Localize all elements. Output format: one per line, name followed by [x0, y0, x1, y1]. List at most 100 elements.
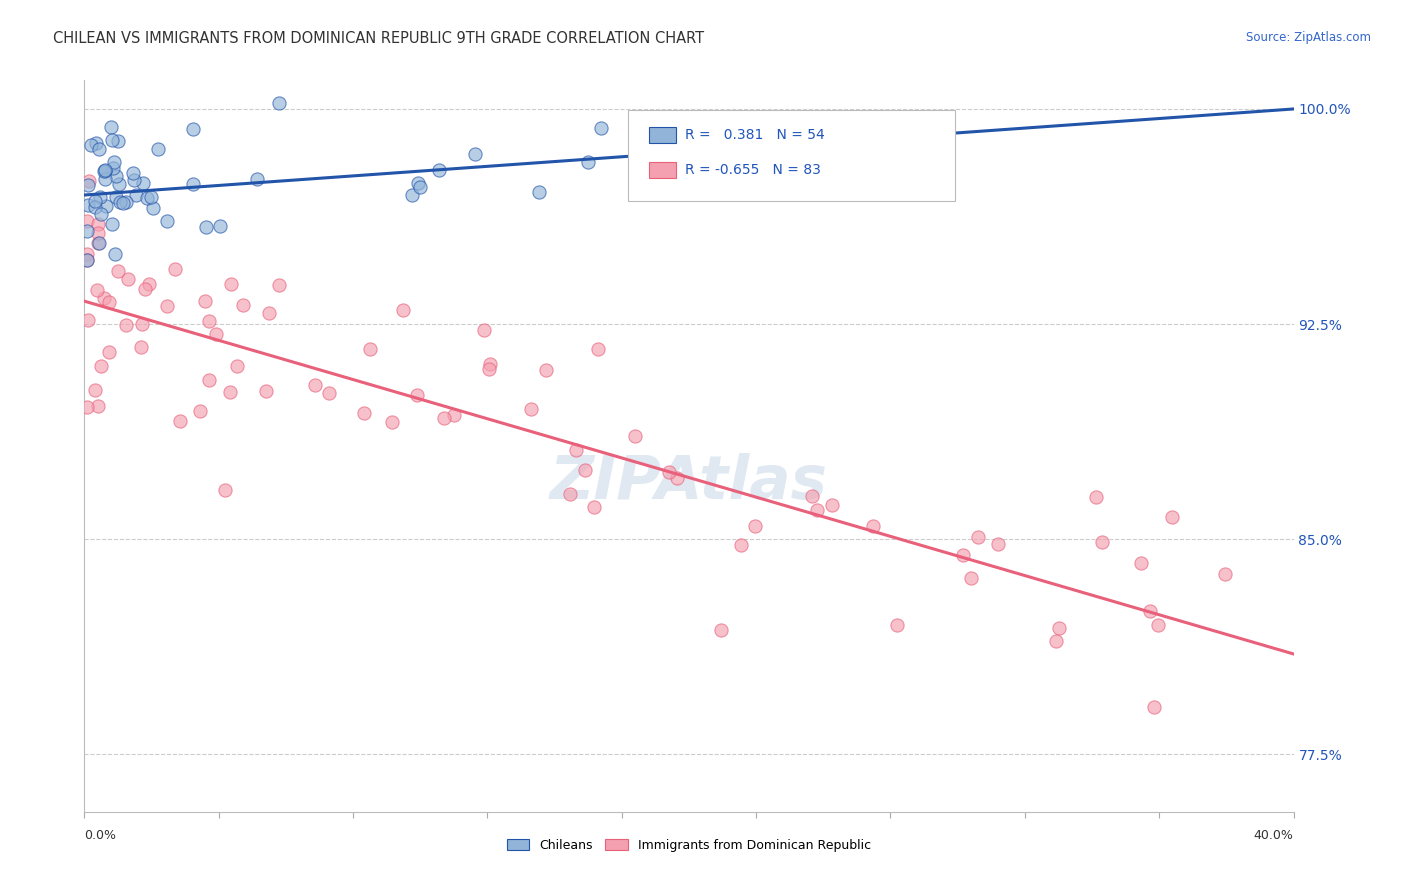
Point — [1084, 491, 1107, 505]
Point — [87, 226, 110, 240]
Point — [100, 217, 122, 231]
Point — [433, 411, 456, 425]
Point — [125, 187, 148, 202]
Point — [1091, 535, 1114, 549]
Point — [1146, 618, 1168, 632]
Text: 0.0%: 0.0% — [84, 829, 117, 842]
Point — [520, 402, 543, 417]
Point — [169, 415, 191, 429]
Point — [94, 199, 117, 213]
Point — [76, 253, 98, 268]
Point — [392, 303, 415, 318]
Point — [401, 187, 423, 202]
Point — [156, 299, 179, 313]
Point — [558, 487, 581, 501]
Point — [76, 224, 98, 238]
Point — [304, 378, 326, 392]
Point — [406, 176, 429, 190]
Point — [406, 388, 429, 402]
Point — [589, 121, 612, 136]
Point — [744, 519, 766, 533]
Point — [359, 343, 381, 357]
Point — [198, 373, 221, 387]
Point — [685, 146, 707, 161]
Point — [267, 277, 290, 292]
Point — [76, 252, 98, 267]
Point — [588, 343, 610, 357]
Point — [183, 121, 205, 136]
Point — [181, 177, 204, 191]
Point — [665, 471, 688, 485]
Point — [148, 142, 170, 156]
Point — [110, 195, 132, 210]
Point — [131, 317, 153, 331]
Point — [84, 383, 107, 397]
Point — [101, 161, 124, 175]
FancyBboxPatch shape — [650, 162, 676, 178]
Point — [534, 362, 557, 376]
Point — [104, 190, 127, 204]
Point — [214, 483, 236, 497]
Point — [76, 213, 98, 227]
Point — [139, 190, 162, 204]
Point — [94, 164, 117, 178]
Point — [76, 198, 98, 212]
Legend: Chileans, Immigrants from Dominican Republic: Chileans, Immigrants from Dominican Repu… — [502, 834, 876, 856]
Point — [353, 407, 375, 421]
Point — [246, 172, 269, 186]
Point — [1161, 510, 1184, 524]
Point — [90, 207, 112, 221]
Point — [987, 537, 1010, 551]
Point — [1139, 604, 1161, 618]
Point — [156, 214, 179, 228]
Point — [79, 174, 101, 188]
Point — [1045, 634, 1067, 648]
Point — [381, 415, 404, 429]
Point — [194, 294, 217, 309]
Point — [107, 134, 129, 148]
Point — [117, 272, 139, 286]
Point — [232, 298, 254, 312]
Point — [163, 262, 186, 277]
Point — [76, 247, 98, 261]
Point — [267, 96, 290, 111]
Point — [122, 166, 145, 180]
Point — [1142, 700, 1164, 714]
Point — [205, 327, 228, 342]
Point — [142, 201, 165, 215]
Point — [806, 503, 828, 517]
Point — [134, 282, 156, 296]
Point — [257, 306, 280, 320]
Point — [658, 466, 681, 480]
Point — [108, 177, 131, 191]
Point — [959, 571, 981, 585]
Point — [94, 163, 117, 178]
Point — [100, 120, 122, 135]
Point — [198, 314, 221, 328]
Point — [87, 217, 110, 231]
Point — [138, 277, 160, 291]
Point — [115, 195, 138, 210]
Point — [574, 462, 596, 476]
FancyBboxPatch shape — [628, 110, 955, 201]
Point — [862, 518, 884, 533]
Point — [529, 186, 551, 200]
Point — [131, 176, 153, 190]
Point — [76, 400, 98, 414]
Point — [83, 194, 105, 208]
Text: R = -0.655   N = 83: R = -0.655 N = 83 — [685, 163, 821, 178]
Text: ZIPAtlas: ZIPAtlas — [550, 453, 828, 512]
Point — [93, 291, 115, 305]
Point — [86, 283, 108, 297]
Point — [94, 172, 117, 186]
Point — [89, 190, 111, 204]
Point — [730, 538, 752, 552]
Point — [87, 236, 110, 251]
Point — [188, 404, 211, 418]
Point — [565, 442, 588, 457]
Point — [583, 500, 606, 514]
Point — [87, 399, 110, 413]
Point — [80, 138, 103, 153]
Point — [318, 386, 340, 401]
Text: R =   0.381   N = 54: R = 0.381 N = 54 — [685, 128, 825, 142]
